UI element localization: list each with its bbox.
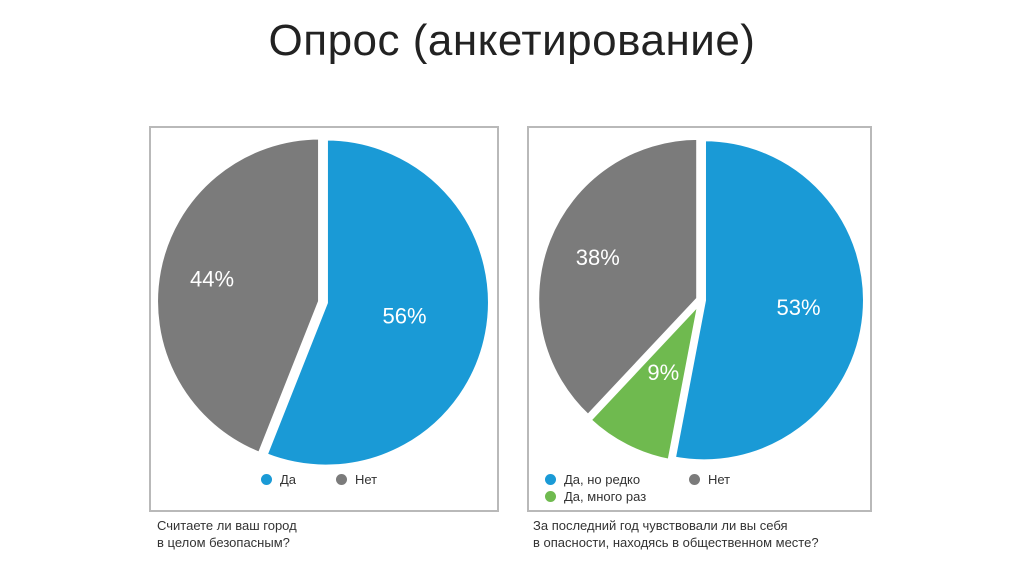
legend-label-yes: Да bbox=[280, 472, 297, 487]
legend-label-no: Нет bbox=[355, 472, 378, 487]
legend-item-no: Нет bbox=[689, 472, 730, 487]
legend-item-yes-many: Да, много раз bbox=[545, 489, 646, 504]
pie-slice-label-2-3: 38% bbox=[576, 245, 620, 270]
legend-swatch-yes-rarely bbox=[545, 474, 556, 485]
legend-swatch-yes bbox=[261, 474, 272, 485]
question-line-2: в целом безопасным? bbox=[157, 535, 290, 550]
legend-item-yes: Да bbox=[261, 472, 296, 487]
legend-label-yes-many: Да, много раз bbox=[564, 489, 647, 504]
legend-label-no: Нет bbox=[708, 472, 731, 487]
pie-slice-label-1-2: 44% bbox=[190, 267, 234, 292]
question-line-1: Считаете ли ваш город bbox=[157, 518, 297, 533]
pie-slice-label-2-1: 53% bbox=[777, 295, 821, 320]
pie-chart-city-safety: 56% 44% bbox=[154, 135, 492, 469]
pie-slice-2-3 bbox=[535, 135, 701, 420]
legend-swatch-no bbox=[336, 474, 347, 485]
question-line-1: За последний год чувствовали ли вы себя bbox=[533, 518, 788, 533]
question-city-safety: Считаете ли ваш город в целом безопасным… bbox=[157, 517, 487, 551]
page-title: Опрос (анкетирование) bbox=[268, 16, 756, 65]
legend-item-no: Нет bbox=[336, 472, 377, 487]
legend-swatch-no bbox=[689, 474, 700, 485]
pie-slice-label-1-1: 56% bbox=[383, 303, 427, 328]
question-public-danger: За последний год чувствовали ли вы себя … bbox=[533, 517, 878, 551]
pie-slice-1-1 bbox=[262, 136, 492, 469]
pie-chart-public-danger: 53% 9% 38% bbox=[535, 135, 867, 464]
legend-swatch-yes-many bbox=[545, 491, 556, 502]
chart-panel-public-danger: 53% 9% 38% Да, но редко Нет Да, много раз bbox=[527, 126, 872, 512]
legend-item-yes-rarely: Да, но редко bbox=[545, 472, 640, 487]
pie-slice-1-2 bbox=[154, 135, 323, 457]
chart-panel-city-safety: 56% 44% Да Нет bbox=[149, 126, 499, 512]
pie-slice-label-2-2: 9% bbox=[647, 360, 679, 385]
question-line-2: в опасности, находясь в общественном мес… bbox=[533, 535, 819, 550]
pie-slice-2-1 bbox=[671, 137, 867, 464]
legend-label-yes-rarely: Да, но редко bbox=[564, 472, 641, 487]
pie-slice-2-2 bbox=[586, 296, 703, 464]
